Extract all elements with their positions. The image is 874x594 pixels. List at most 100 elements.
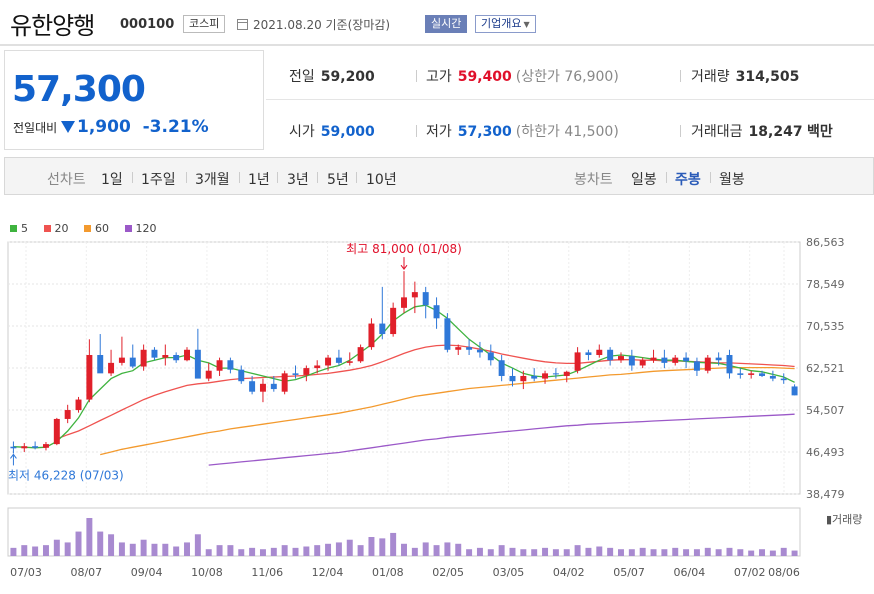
volume-bar <box>32 546 39 556</box>
tab-daily[interactable]: 일봉 <box>631 172 657 188</box>
volume-bar <box>650 549 657 556</box>
y-tick-label: 46,493 <box>806 446 845 459</box>
candle-body <box>498 360 505 376</box>
volume-bar <box>303 546 310 556</box>
volume-bar <box>140 539 147 556</box>
candle-body <box>520 375 527 382</box>
volume-bar <box>346 539 353 556</box>
tab-weekly[interactable]: 주봉 <box>675 172 701 188</box>
candle-body <box>618 356 624 361</box>
x-tick-label: 10/08 <box>191 566 223 579</box>
volume-bar <box>270 547 277 556</box>
candle-body <box>129 357 136 367</box>
candle-body <box>10 446 17 449</box>
volume-bar <box>151 543 158 556</box>
tab-3y[interactable]: 3년 <box>287 172 309 188</box>
candle-body <box>270 383 277 390</box>
volume-bar <box>238 549 245 556</box>
candle-body <box>140 349 147 367</box>
volume-bar <box>498 545 505 556</box>
low-value: 57,300 <box>457 124 512 140</box>
candle-body <box>346 361 353 363</box>
volume-bar <box>433 545 440 556</box>
high-label: 고가 <box>426 69 452 85</box>
down-triangle-icon <box>61 121 75 133</box>
price-change: 전일대비 1,900 -3.21% <box>13 117 209 137</box>
candle-body <box>249 381 256 392</box>
candle-body <box>292 373 299 375</box>
candle-body <box>759 373 766 376</box>
candle-body <box>64 410 71 419</box>
volume-bar <box>227 545 234 556</box>
x-tick-label: 07/02 <box>734 566 766 579</box>
x-tick-label: 06/04 <box>674 566 706 579</box>
tab-monthly[interactable]: 월봉 <box>719 172 745 188</box>
y-tick-label: 86,563 <box>806 236 845 249</box>
quote-panel: 57,300 전일대비 1,900 -3.21% 전일 59,200 고가 59,4… <box>0 48 874 152</box>
x-tick-label: 09/04 <box>131 566 163 579</box>
y-tick-label: 54,507 <box>806 404 845 417</box>
low-price: 저가 57,300 (하한가 41,500) <box>426 121 619 141</box>
volume-label: 거래량 <box>691 69 730 85</box>
market-badge: 코스피 <box>183 15 226 33</box>
tab-3m[interactable]: 3개월 <box>195 172 230 188</box>
tab-1y[interactable]: 1년 <box>248 172 270 188</box>
open-label: 시가 <box>289 124 315 140</box>
candle-body <box>162 355 169 358</box>
candle-body <box>487 352 494 361</box>
candle-body <box>184 349 190 361</box>
x-tick-label: 12/04 <box>312 566 344 579</box>
candle-body <box>238 369 245 382</box>
candle-body <box>411 292 418 298</box>
realtime-button[interactable]: 실시간 <box>425 15 468 33</box>
volume-bar <box>184 542 190 556</box>
volume-bar <box>292 547 299 556</box>
current-price-box: 57,300 전일대비 1,900 -3.21% <box>4 50 264 150</box>
candle-body <box>32 446 39 448</box>
volume-bar <box>422 542 429 556</box>
volume-bar <box>618 549 624 556</box>
max-annotation: 최고 81,000 (01/08) <box>346 242 462 256</box>
volume-bar <box>542 547 549 556</box>
tab-1d[interactable]: 1일 <box>101 172 123 188</box>
candlestick-chart[interactable]: 86,563 78,549 70,535 62,521 54,507 46,493 38,4… <box>0 218 874 590</box>
trade-amount: 거래대금 18,247 백만 <box>691 121 833 141</box>
x-tick-label: 02/05 <box>432 566 464 579</box>
y-tick-label: 62,521 <box>806 362 845 375</box>
candle-body <box>607 349 614 361</box>
amount-value: 18,247 <box>748 124 803 140</box>
candle-body <box>509 375 516 382</box>
candle-body <box>715 357 722 361</box>
volume-bar <box>628 549 635 556</box>
volume-bar <box>129 543 136 556</box>
candle-body <box>173 355 180 361</box>
volume-bar <box>325 543 332 556</box>
tab-10y[interactable]: 10년 <box>366 172 397 188</box>
tab-1w[interactable]: 1주일 <box>141 172 176 188</box>
candle-body <box>672 357 679 363</box>
volume-bar <box>791 550 798 556</box>
volume-bar <box>390 532 397 556</box>
candle-body <box>53 418 60 445</box>
chart-legend: 5 20 60 120 <box>10 222 169 235</box>
volume-bar <box>335 542 342 556</box>
open-price: 시가 59,000 <box>289 121 375 141</box>
candle-body <box>596 349 603 356</box>
volume-bar <box>585 547 592 556</box>
volume-bar <box>737 549 744 556</box>
tab-5y[interactable]: 5년 <box>327 172 349 188</box>
volume-bar <box>672 547 679 556</box>
volume-bar <box>780 547 787 556</box>
volume-bar <box>520 549 527 556</box>
volume-bar <box>173 546 180 556</box>
candle-body <box>97 355 104 374</box>
volume-bar <box>607 547 614 556</box>
upper-limit: (상한가 76,900) <box>515 69 619 85</box>
company-overview-dropdown[interactable]: 기업개요 ▼ <box>475 15 536 33</box>
volume-bar <box>249 547 256 556</box>
candle-body <box>748 373 755 375</box>
candle-body <box>455 347 462 350</box>
candle-body <box>704 357 711 371</box>
volume-bar <box>42 545 49 556</box>
volume-bar <box>75 531 82 556</box>
